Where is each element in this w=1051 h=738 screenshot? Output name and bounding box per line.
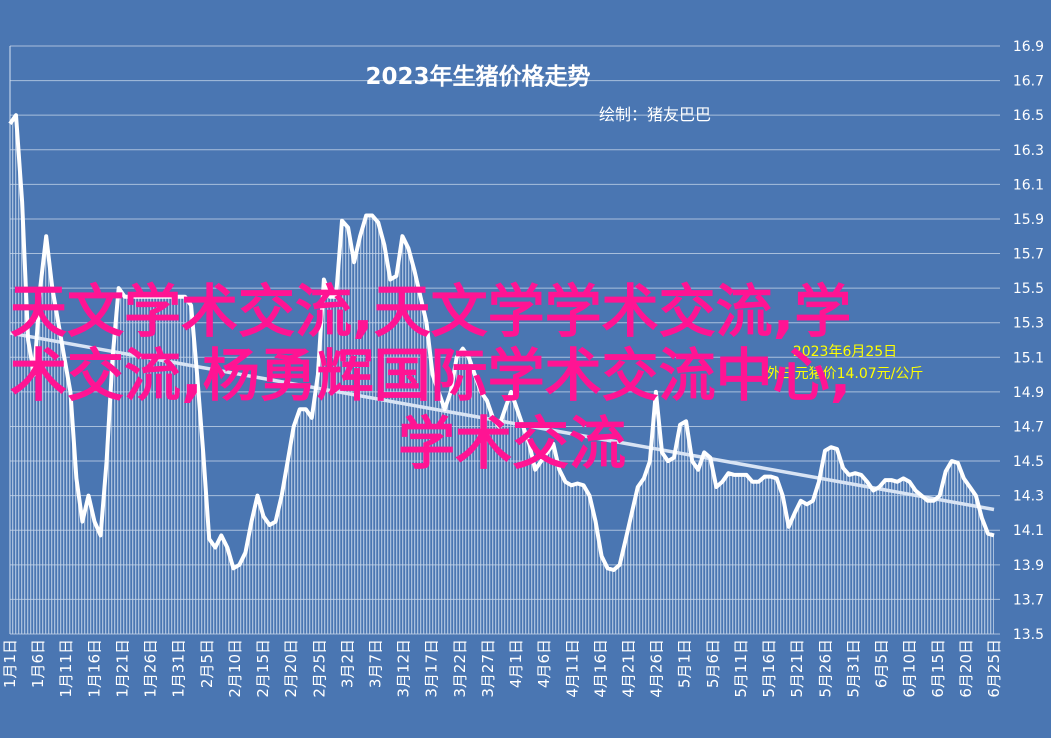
x-tick-label: 1月26日 (142, 639, 160, 698)
annotation-price: 外三元猪价14.07元/公斤 (767, 366, 924, 382)
series-line-group (8, 113, 995, 572)
y-tick-label: 14.9 (1013, 385, 1044, 401)
y-tick-label: 15.1 (1013, 350, 1044, 366)
x-tick-label: 5月1日 (676, 639, 694, 688)
x-tick-label: 5月16日 (760, 639, 778, 698)
chart-subtitle: 绘制：猪友巴巴 (599, 105, 711, 124)
y-tick-label: 13.7 (1013, 592, 1044, 608)
watermark-line-1: 天文学术交流,天文学学术交流,学 (10, 279, 852, 345)
x-tick-label: 4月26日 (648, 639, 666, 698)
series-line (8, 113, 995, 572)
x-tick-label: 4月16日 (591, 639, 609, 698)
y-tick-label: 15.7 (1013, 247, 1044, 263)
y-tick-label: 16.1 (1013, 177, 1044, 193)
x-tick-label: 3月17日 (423, 639, 441, 698)
x-tick-label: 6月15日 (929, 639, 947, 698)
x-tick-label: 5月6日 (704, 639, 722, 688)
x-tick-label: 6月10日 (901, 639, 919, 698)
x-tick-label: 6月5日 (873, 639, 891, 688)
y-tick-label: 15.3 (1013, 316, 1044, 332)
x-tick-label: 5月26日 (816, 639, 834, 698)
y-tick-label: 13.9 (1013, 558, 1044, 574)
x-tick-label: 6月20日 (957, 639, 975, 698)
x-tick-label: 5月21日 (788, 639, 806, 698)
x-tick-label: 2月25日 (310, 639, 328, 698)
x-tick-label: 6月25日 (985, 639, 1003, 698)
x-tick-label: 3月2日 (338, 639, 356, 688)
x-tick-label: 5月11日 (732, 639, 750, 698)
chart-title: 2023年生猪价格走势 (365, 63, 590, 90)
y-tick-label: 14.1 (1013, 523, 1044, 539)
x-tick-label: 5月31日 (844, 639, 862, 698)
x-tick-label: 3月7日 (367, 639, 385, 688)
watermark-line-2: 术交流,杨勇辉国际学术交流中心, (10, 343, 852, 409)
x-tick-label: 2月20日 (282, 639, 300, 698)
x-tick-label: 2月15日 (254, 639, 272, 698)
x-tick-label: 4月1日 (507, 639, 525, 688)
annotation-date: 2023年6月25日 (793, 344, 897, 360)
y-axis-ticks: 16.9 16.7 16.5 16.3 16.1 15.9 15.7 15.5 15.3 15.1… (1013, 39, 1044, 643)
x-tick-label: 2月5日 (198, 639, 216, 688)
x-tick-label: 4月6日 (535, 639, 553, 688)
y-tick-label: 16.3 (1013, 143, 1044, 159)
y-tick-label: 14.5 (1013, 454, 1044, 470)
x-tick-label: 3月12日 (395, 639, 413, 698)
y-tick-label: 15.5 (1013, 281, 1044, 297)
x-tick-label: 1月31日 (170, 639, 188, 698)
x-tick-label: 4月21日 (620, 639, 638, 698)
x-tick-label: 1月16日 (85, 639, 103, 698)
y-tick-label: 16.7 (1013, 74, 1044, 90)
x-tick-label: 1月21日 (114, 639, 132, 698)
x-tick-label: 1月6日 (29, 639, 47, 688)
y-tick-label: 16.5 (1013, 108, 1044, 124)
y-tick-label: 15.9 (1013, 212, 1044, 228)
y-tick-label: 16.9 (1013, 39, 1044, 55)
x-tick-label: 4月11日 (563, 639, 581, 698)
x-tick-label: 3月27日 (479, 639, 497, 698)
x-tick-label: 3月22日 (451, 639, 469, 698)
y-tick-label: 13.5 (1013, 627, 1044, 643)
x-tick-label: 1月1日 (1, 639, 19, 688)
x-axis-ticks: 1月1日 1月6日 1月11日 1月16日 1月21日 1月26日 1月31日 2月5日 2月1… (1, 639, 1003, 698)
y-tick-label: 14.7 (1013, 419, 1044, 435)
x-tick-label: 1月11日 (57, 639, 75, 698)
x-tick-label: 2月10日 (226, 639, 244, 698)
watermark-line-3: 学术交流 (398, 411, 626, 477)
y-tick-label: 14.3 (1013, 489, 1044, 505)
